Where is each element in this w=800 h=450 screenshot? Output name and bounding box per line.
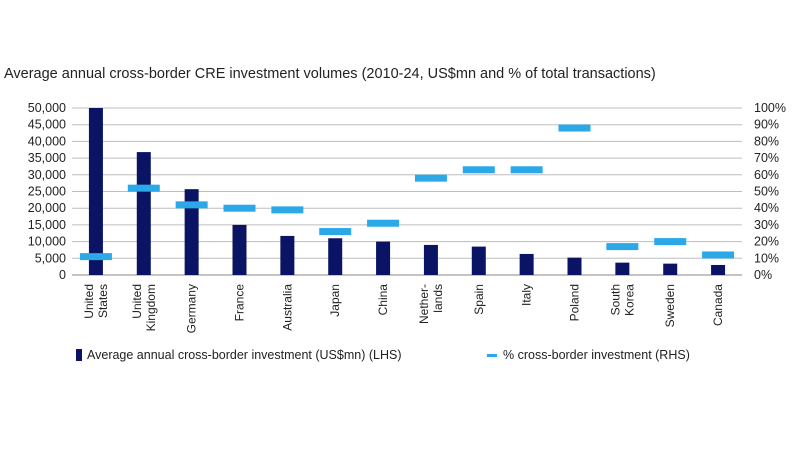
bar (663, 263, 678, 275)
y-right-tick-label: 0% (754, 268, 772, 282)
y-left-tick-label: 15,000 (28, 218, 66, 232)
bar (471, 246, 486, 275)
pct-marker (79, 253, 112, 261)
y-right-tick-label: 50% (754, 185, 779, 199)
bar (328, 238, 343, 275)
category-label: Canada (711, 284, 725, 326)
pct-marker (223, 204, 256, 212)
y-left-tick-label: 10,000 (28, 235, 66, 249)
category-label: lands (431, 284, 445, 313)
pct-marker (367, 219, 400, 227)
category-label: Germany (185, 284, 199, 333)
category-label: States (96, 284, 110, 318)
legend-bar-swatch (76, 349, 82, 361)
y-right-tick-label: 20% (754, 235, 779, 249)
y-right-tick-label: 10% (754, 251, 779, 265)
pct-marker (510, 166, 543, 174)
y-left-tick-label: 40,000 (28, 134, 66, 148)
legend-dash-label: % cross-border investment (RHS) (503, 348, 690, 362)
category-label: China (376, 284, 390, 316)
y-right-tick-label: 30% (754, 218, 779, 232)
y-left-tick-label: 0 (59, 268, 66, 282)
y-right-tick-label: 80% (754, 134, 779, 148)
pct-marker (271, 206, 304, 214)
pct-marker (319, 228, 352, 236)
category-label: United (82, 284, 96, 319)
chart-title: Average annual cross-border CRE investme… (4, 66, 656, 82)
bar (88, 108, 103, 275)
legend-item-dash: % cross-border investment (RHS) (487, 348, 690, 362)
category-label: Australia (280, 284, 294, 331)
category-label: Korea (622, 284, 636, 316)
pct-marker (414, 174, 447, 182)
bar (423, 244, 438, 275)
legend-dash-swatch (487, 353, 497, 357)
bar (567, 257, 582, 275)
y-left-tick-label: 30,000 (28, 168, 66, 182)
bar (280, 235, 295, 275)
category-label: Nether- (417, 284, 431, 324)
y-right-tick-label: 60% (754, 168, 779, 182)
pct-marker (702, 251, 735, 259)
y-left-tick-label: 45,000 (28, 118, 66, 132)
category-label: Kingdom (144, 284, 158, 331)
bar (232, 224, 247, 275)
category-label: South (608, 284, 622, 315)
y-left-tick-label: 35,000 (28, 151, 66, 165)
category-label: Sweden (663, 284, 677, 327)
category-label: Italy (520, 284, 534, 306)
y-left-tick-label: 25,000 (28, 185, 66, 199)
pct-marker (654, 238, 687, 246)
y-right-tick-label: 90% (754, 118, 779, 132)
legend-bar-label: Average annual cross-border investment (… (87, 348, 402, 362)
bar (184, 189, 199, 275)
bar (711, 264, 726, 275)
category-label: United (130, 284, 144, 319)
y-left-tick-label: 20,000 (28, 201, 66, 215)
y-left-tick-label: 5,000 (35, 251, 66, 265)
pct-marker (462, 166, 495, 174)
bar (376, 241, 391, 275)
bar (136, 152, 151, 275)
category-label: Spain (472, 284, 486, 315)
bar (615, 262, 630, 275)
pct-marker (558, 124, 591, 132)
pct-marker (175, 201, 208, 209)
y-left-tick-label: 50,000 (28, 101, 66, 115)
y-right-tick-label: 40% (754, 201, 779, 215)
bar (519, 253, 534, 275)
pct-marker (127, 184, 160, 192)
pct-marker (606, 243, 639, 251)
legend-item-bars: Average annual cross-border investment (… (76, 348, 401, 362)
y-right-tick-label: 70% (754, 151, 779, 165)
category-label: Japan (328, 284, 342, 317)
category-label: France (233, 284, 247, 322)
category-label: Poland (568, 284, 582, 321)
y-right-tick-label: 100% (754, 101, 786, 115)
